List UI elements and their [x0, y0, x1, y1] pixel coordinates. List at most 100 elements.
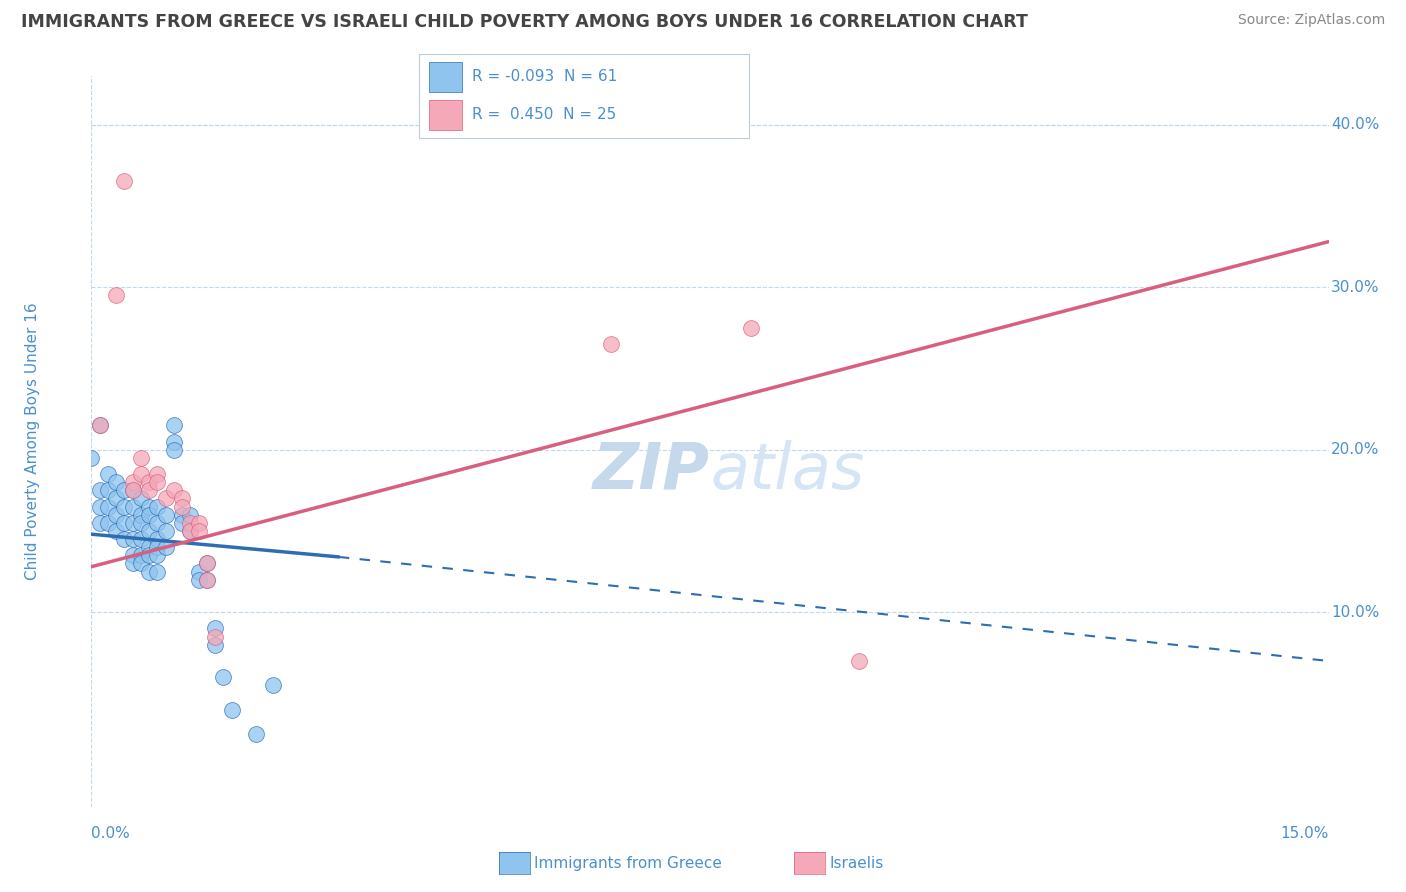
Point [138, 524, 160, 538]
Point [262, 678, 284, 692]
Point [121, 500, 143, 514]
Text: 40.0%: 40.0% [1331, 117, 1379, 132]
Point [155, 524, 177, 538]
Point [187, 573, 209, 587]
Point [740, 320, 762, 334]
Text: R = -0.093  N = 61: R = -0.093 N = 61 [472, 70, 617, 85]
Point [105, 524, 128, 538]
Text: 0.0%: 0.0% [91, 826, 131, 840]
Point [138, 508, 160, 522]
Text: R =  0.450  N = 25: R = 0.450 N = 25 [472, 107, 616, 122]
Point [146, 540, 169, 554]
Point [163, 483, 186, 498]
Text: Immigrants from Greece: Immigrants from Greece [534, 856, 723, 871]
Text: IMMIGRANTS FROM GREECE VS ISRAELI CHILD POVERTY AMONG BOYS UNDER 16 CORRELATION : IMMIGRANTS FROM GREECE VS ISRAELI CHILD … [21, 13, 1028, 31]
Point [129, 491, 152, 506]
Bar [429, 62, 463, 92]
Point [172, 508, 194, 522]
Point [146, 475, 169, 490]
Point [187, 524, 209, 538]
Point [80, 450, 103, 465]
Point [146, 565, 169, 579]
Point [187, 516, 209, 530]
Point [155, 540, 177, 554]
Point [129, 557, 152, 571]
Point [97, 500, 120, 514]
Point [138, 565, 160, 579]
Point [112, 532, 135, 546]
Point [121, 483, 143, 498]
Point [212, 670, 235, 684]
Text: 10.0%: 10.0% [1331, 605, 1379, 620]
Point [146, 500, 169, 514]
Point [105, 475, 128, 490]
Text: 30.0%: 30.0% [1331, 279, 1379, 294]
Point [146, 532, 169, 546]
Point [172, 516, 194, 530]
Text: atlas: atlas [710, 440, 865, 502]
Point [89, 516, 111, 530]
Point [112, 516, 135, 530]
Text: Child Poverty Among Boys Under 16: Child Poverty Among Boys Under 16 [24, 302, 39, 581]
Point [195, 573, 218, 587]
Point [121, 532, 143, 546]
Text: Israelis: Israelis [830, 856, 884, 871]
Point [179, 524, 201, 538]
Point [89, 500, 111, 514]
Point [121, 549, 143, 563]
Point [146, 516, 169, 530]
Point [97, 516, 120, 530]
Point [129, 508, 152, 522]
Point [129, 549, 152, 563]
Point [172, 500, 194, 514]
Point [179, 508, 201, 522]
Point [112, 174, 135, 188]
Point [121, 475, 143, 490]
Point [129, 532, 152, 546]
Point [179, 516, 201, 530]
Point [105, 288, 128, 302]
Bar [429, 100, 463, 130]
Point [89, 418, 111, 433]
Point [146, 467, 169, 481]
Point [97, 483, 120, 498]
Point [195, 557, 218, 571]
Point [129, 467, 152, 481]
Point [172, 491, 194, 506]
Point [138, 549, 160, 563]
Point [112, 483, 135, 498]
Point [121, 516, 143, 530]
Point [221, 703, 243, 717]
Point [138, 500, 160, 514]
Point [97, 467, 120, 481]
Text: 15.0%: 15.0% [1281, 826, 1329, 840]
Point [89, 483, 111, 498]
Text: 20.0%: 20.0% [1331, 442, 1379, 458]
Point [204, 622, 226, 636]
Point [163, 442, 186, 457]
Point [600, 337, 623, 351]
Point [105, 508, 128, 522]
Point [179, 524, 201, 538]
Point [204, 630, 226, 644]
Point [155, 508, 177, 522]
Point [195, 573, 218, 587]
Point [848, 654, 870, 668]
Point [112, 500, 135, 514]
Text: ZIP: ZIP [593, 440, 710, 502]
Point [121, 557, 143, 571]
Point [129, 450, 152, 465]
Point [163, 418, 186, 433]
Point [187, 565, 209, 579]
Point [89, 418, 111, 433]
Point [195, 557, 218, 571]
Point [138, 475, 160, 490]
Point [204, 638, 226, 652]
Point [245, 727, 267, 741]
Point [163, 434, 186, 449]
Point [121, 483, 143, 498]
Text: Source: ZipAtlas.com: Source: ZipAtlas.com [1237, 13, 1385, 28]
Point [138, 483, 160, 498]
Point [105, 491, 128, 506]
Point [129, 516, 152, 530]
